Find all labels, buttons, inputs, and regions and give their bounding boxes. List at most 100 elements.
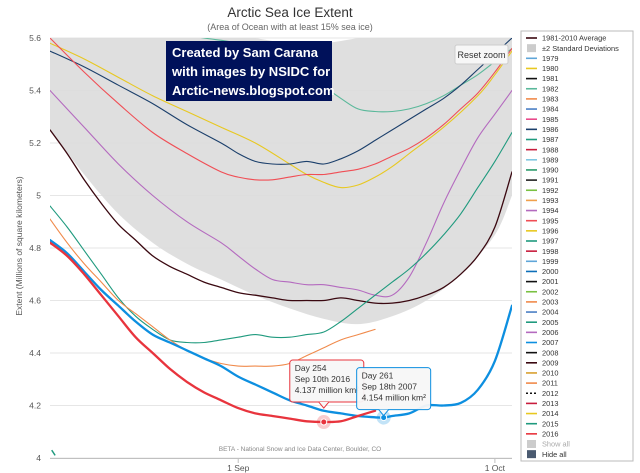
y-tick-label: 4 [36, 453, 41, 463]
legend-frame [520, 30, 634, 462]
legend-item-1999[interactable]: 1999 [526, 257, 558, 266]
legend-label: 2010 [542, 369, 558, 378]
y-tick-label: 5.4 [29, 86, 41, 96]
legend-label: 1998 [542, 247, 558, 256]
legend-label: 1979 [542, 54, 558, 63]
legend-item-1980[interactable]: 1980 [526, 64, 558, 73]
legend-label: Hide all [542, 450, 567, 459]
axes: 4 4.2 4.4 4.6 4.8 5 5.2 5.4 5.6 1 Sep 1 Oct [29, 33, 512, 473]
tooltip-line: Day 254 [295, 363, 327, 373]
legend-label: 2012 [542, 389, 558, 398]
hover-point[interactable] [320, 418, 328, 426]
legend-label: 2001 [542, 277, 558, 286]
legend-label: 2009 [542, 358, 558, 367]
legend-label: 1996 [542, 226, 558, 235]
legend-item-2013[interactable]: 2013 [526, 399, 558, 408]
series-line-1994[interactable] [50, 89, 512, 298]
tooltip-line: Sep 18th 2007 [362, 382, 418, 392]
legend-item-2009[interactable]: 2009 [526, 358, 558, 367]
legend-item-1982[interactable]: 1982 [526, 84, 558, 93]
legend-item-2004[interactable]: 2004 [526, 308, 558, 317]
legend-item-1988[interactable]: 1988 [526, 145, 558, 154]
legend-label: 2004 [542, 308, 558, 317]
legend-label: 2005 [542, 318, 558, 327]
legend-item-1991[interactable]: 1991 [526, 176, 558, 185]
legend-item-1996[interactable]: 1996 [526, 226, 558, 235]
legend-label: 1982 [542, 84, 558, 93]
legend-item-1993[interactable]: 1993 [526, 196, 558, 205]
series-line-1980[interactable] [50, 42, 512, 189]
legend-label: 1988 [542, 145, 558, 154]
legend-item-2000[interactable]: 2000 [526, 267, 558, 276]
legend-item-2002[interactable]: 2002 [526, 287, 558, 296]
legend-item-2012[interactable]: 2012 [526, 389, 558, 398]
y-tick-label: 4.4 [29, 348, 41, 358]
legend-item-2008[interactable]: 2008 [526, 348, 558, 357]
legend-label: 1980 [542, 64, 558, 73]
legend-item-2016[interactable]: 2016 [526, 429, 558, 438]
tooltip-line: Sep 10th 2016 [295, 374, 351, 384]
legend-item-1995[interactable]: 1995 [526, 216, 558, 225]
legend-swatch [527, 450, 536, 459]
legend-swatch [527, 440, 536, 448]
legend-item-2015[interactable]: 2015 [526, 419, 558, 428]
credit-overlay: Created by Sam Carana with images by NSI… [166, 41, 335, 101]
tooltip-pointer [378, 409, 390, 417]
legend-item-1983[interactable]: 1983 [526, 95, 558, 104]
legend-item-1987[interactable]: 1987 [526, 135, 558, 144]
legend-label: 1991 [542, 176, 558, 185]
legend-label: 1993 [542, 196, 558, 205]
chart-subtitle: (Area of Ocean with at least 15% sea ice… [207, 22, 373, 32]
legend-label: 1997 [542, 237, 558, 246]
legend-label: 2008 [542, 348, 558, 357]
legend-item-2005[interactable]: 2005 [526, 318, 558, 327]
y-tick-label: 4.6 [29, 296, 41, 306]
legend-label: 1984 [542, 105, 558, 114]
legend-item-2010[interactable]: 2010 [526, 369, 558, 378]
legend-item-1985[interactable]: 1985 [526, 115, 558, 124]
legend-item-1981-2010-average[interactable]: 1981-2010 Average [526, 34, 606, 43]
legend-label: 1999 [542, 257, 558, 266]
legend-item-1981[interactable]: 1981 [526, 74, 558, 83]
y-axis-label: Extent (Millions of square kilometers) [14, 176, 24, 316]
legend-item-show-all[interactable]: Show all [527, 440, 570, 449]
y-tick-label: 4.8 [29, 243, 41, 253]
legend-label: Show all [542, 440, 570, 449]
legend-label: 1981 [542, 74, 558, 83]
legend-label: 2000 [542, 267, 558, 276]
legend-item-1998[interactable]: 1998 [526, 247, 558, 256]
series-line-1995[interactable] [50, 38, 512, 181]
legend-label: 1994 [542, 206, 558, 215]
legend-item-2011[interactable]: 2011 [526, 379, 558, 388]
legend-item-1989[interactable]: 1989 [526, 155, 558, 164]
y-tick-label: 5.2 [29, 138, 41, 148]
legend-label: 1985 [542, 115, 558, 124]
legend-label: 1987 [542, 135, 558, 144]
series-line-1981-2010-average[interactable] [50, 129, 512, 305]
legend-item-1986[interactable]: 1986 [526, 125, 558, 134]
legend-item-1979[interactable]: 1979 [526, 54, 558, 63]
y-tick-label: 4.2 [29, 401, 41, 411]
series-line-1986[interactable] [50, 38, 512, 165]
legend-item-2007[interactable]: 2007 [526, 338, 558, 347]
legend-item-1997[interactable]: 1997 [526, 237, 558, 246]
legend-item-1990[interactable]: 1990 [526, 166, 558, 175]
tooltip-box [356, 367, 432, 411]
legend-item-hide-all[interactable]: Hide all [527, 450, 567, 459]
legend-label: 1981-2010 Average [542, 34, 606, 43]
reset-zoom-button[interactable]: Reset zoom [454, 44, 509, 65]
legend-label: 2011 [542, 379, 558, 388]
legend-item-2003[interactable]: 2003 [526, 298, 558, 307]
legend-item-2006[interactable]: 2006 [526, 328, 558, 337]
legend-item-2001[interactable]: 2001 [526, 277, 558, 286]
legend-item-2014[interactable]: 2014 [526, 409, 558, 418]
legend-item-1992[interactable]: 1992 [526, 186, 558, 195]
reset-zoom-label: Reset zoom [457, 50, 505, 60]
tooltip-line: 4.154 million km² [362, 393, 426, 403]
y-tick-label: 5.6 [29, 33, 41, 43]
legend-item-1994[interactable]: 1994 [526, 206, 558, 215]
legend-item-1984[interactable]: 1984 [526, 105, 558, 114]
legend-item--2-standard-deviations[interactable]: ±2 Standard Deviations [527, 44, 619, 53]
legend-label: 2015 [542, 419, 558, 428]
